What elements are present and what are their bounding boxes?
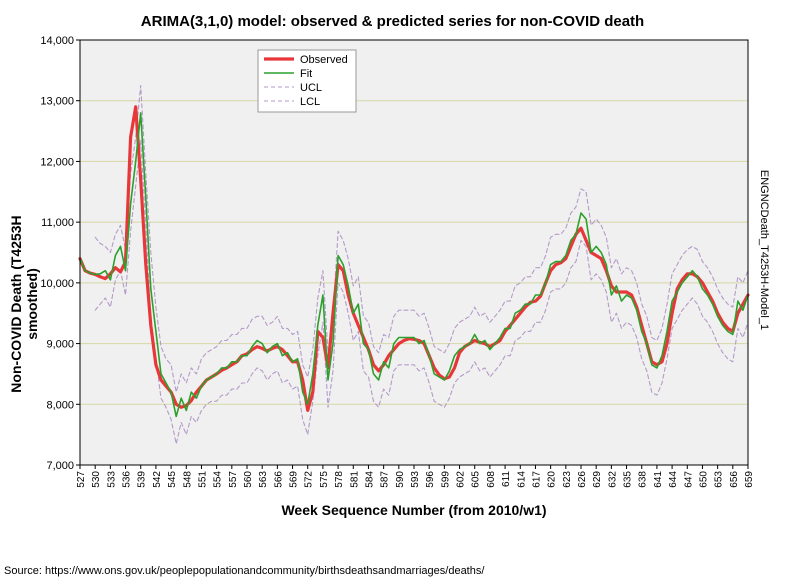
x-tick-label: 659 — [744, 471, 755, 488]
x-tick-label: 656 — [729, 471, 740, 488]
x-tick-label: 605 — [471, 471, 482, 488]
x-tick-label: 650 — [698, 471, 709, 488]
model-label: ENGNCDeath_T4253H-Model_1 — [758, 169, 770, 331]
x-tick-label: 557 — [228, 471, 239, 488]
legend-label-ucl: UCL — [300, 82, 322, 94]
x-tick-label: 626 — [577, 471, 588, 488]
x-tick-label: 539 — [137, 471, 148, 488]
x-tick-label: 527 — [76, 471, 87, 488]
x-tick-label: 536 — [122, 471, 133, 488]
x-tick-label: 599 — [440, 471, 451, 488]
y-axis-ticks: 7,000 8,000 9,000 10,000 11,000 12,000 13,000 1… — [40, 35, 80, 472]
x-tick-label: 614 — [516, 471, 527, 488]
series-line-lcl — [94, 139, 749, 445]
x-tick-label: 542 — [152, 471, 163, 488]
y-tick-label: 10,000 — [40, 278, 74, 290]
x-tick-label: 644 — [668, 471, 679, 488]
x-tick-label: 581 — [349, 471, 360, 488]
x-tick-label: 638 — [638, 471, 649, 488]
y-axis-label: Non-COVID Death (T4253H smoothed) — [8, 215, 40, 393]
y-tick-label: 14,000 — [40, 35, 74, 47]
x-tick-label: 593 — [410, 471, 421, 488]
x-tick-label: 620 — [547, 471, 558, 488]
series-group — [78, 84, 750, 445]
x-tick-label: 647 — [683, 471, 694, 488]
x-tick-label: 533 — [106, 471, 117, 488]
y-tick-label: 11,000 — [41, 217, 74, 229]
x-tick-label: 530 — [91, 471, 102, 488]
x-tick-label: 572 — [304, 471, 315, 488]
x-axis-ticks: 527 530 533 536 539 542 545 548 551 554 557 560 563 5… — [76, 465, 755, 488]
x-tick-label: 563 — [258, 471, 269, 488]
series-line-observed — [78, 105, 750, 412]
x-tick-label: 551 — [197, 471, 208, 488]
y-tick-label: 7,000 — [46, 460, 74, 472]
x-tick-label: 590 — [395, 471, 406, 488]
y-tick-label: 12,000 — [40, 156, 74, 168]
x-tick-label: 578 — [334, 471, 345, 488]
legend-label-fit: Fit — [300, 68, 312, 80]
gridlines — [80, 100, 748, 405]
x-tick-label: 602 — [456, 471, 467, 488]
x-tick-label: 596 — [425, 471, 436, 488]
y-tick-label: 8,000 — [46, 399, 74, 411]
x-tick-label: 635 — [623, 471, 634, 488]
legend: Observed Fit UCL LCL — [257, 49, 357, 113]
legend-label-observed: Observed — [300, 54, 348, 66]
x-tick-label: 560 — [243, 471, 254, 488]
x-tick-label: 575 — [319, 471, 330, 488]
chart-title: ARIMA(3,1,0) model: observed & predicted… — [140, 13, 645, 30]
x-tick-label: 548 — [182, 471, 193, 488]
series-line-fit — [79, 112, 749, 418]
y-tick-label: 13,000 — [40, 96, 74, 108]
x-tick-label: 617 — [531, 471, 542, 488]
x-tick-label: 554 — [213, 471, 224, 488]
x-tick-label: 608 — [486, 471, 497, 488]
x-tick-label: 587 — [380, 471, 391, 488]
y-tick-label: 9,000 — [46, 339, 74, 351]
x-tick-label: 641 — [653, 471, 664, 488]
source-note: Source: https://www.ons.gov.uk/peoplepop… — [4, 565, 485, 577]
x-tick-label: 623 — [562, 471, 573, 488]
x-tick-label: 569 — [289, 471, 300, 488]
x-tick-label: 566 — [273, 471, 284, 488]
series-line-ucl — [94, 84, 749, 393]
x-tick-label: 632 — [607, 471, 618, 488]
legend-label-lcl: LCL — [300, 96, 320, 108]
x-axis-label: Week Sequence Number (from 2010/w1) — [281, 502, 547, 518]
x-tick-label: 545 — [167, 471, 178, 488]
x-tick-label: 629 — [592, 471, 603, 488]
x-tick-label: 653 — [714, 471, 725, 488]
plot-frame — [79, 39, 749, 466]
x-tick-label: 611 — [501, 471, 512, 487]
x-tick-label: 584 — [364, 471, 375, 488]
